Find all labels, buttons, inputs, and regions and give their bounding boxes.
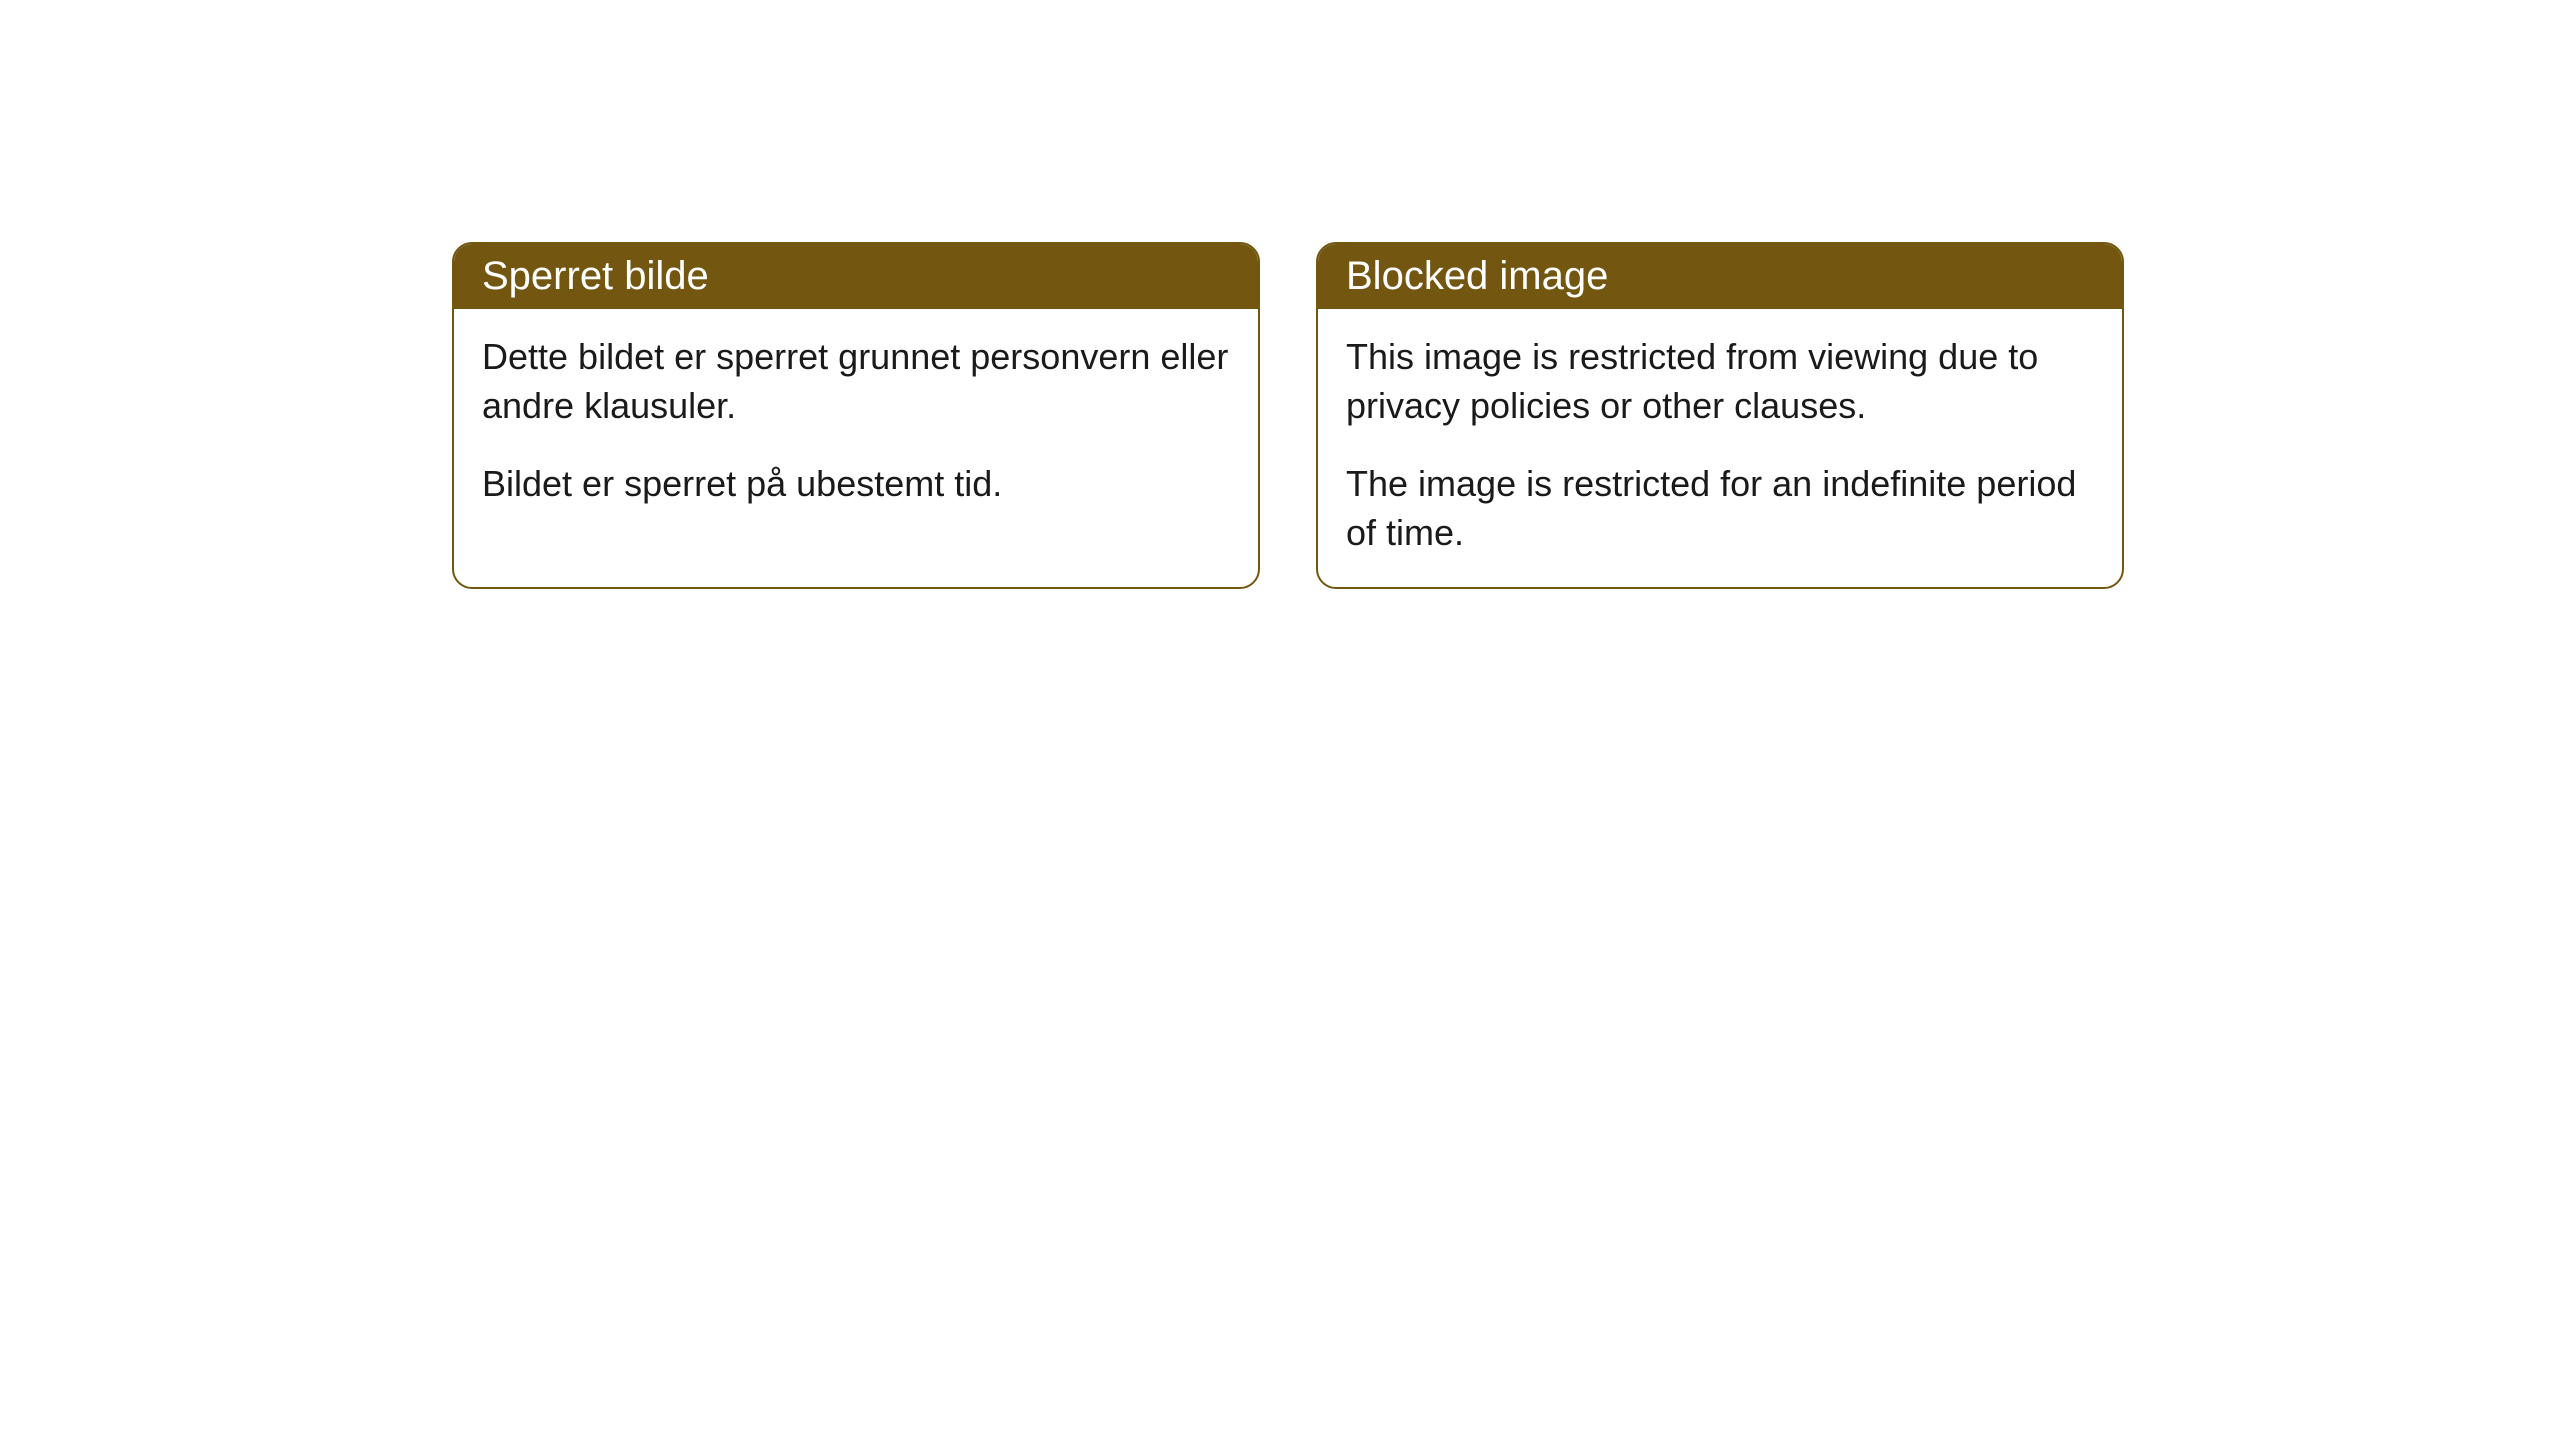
notice-paragraph: The image is restricted for an indefinit…	[1346, 460, 2094, 557]
notice-container: Sperret bilde Dette bildet er sperret gr…	[0, 0, 2560, 589]
notice-body: Dette bildet er sperret grunnet personve…	[454, 309, 1258, 539]
notice-title: Blocked image	[1318, 244, 2122, 309]
notice-title: Sperret bilde	[454, 244, 1258, 309]
notice-card-english: Blocked image This image is restricted f…	[1316, 242, 2124, 589]
notice-card-norwegian: Sperret bilde Dette bildet er sperret gr…	[452, 242, 1260, 589]
notice-paragraph: This image is restricted from viewing du…	[1346, 333, 2094, 430]
notice-body: This image is restricted from viewing du…	[1318, 309, 2122, 587]
notice-paragraph: Dette bildet er sperret grunnet personve…	[482, 333, 1230, 430]
notice-paragraph: Bildet er sperret på ubestemt tid.	[482, 460, 1230, 509]
